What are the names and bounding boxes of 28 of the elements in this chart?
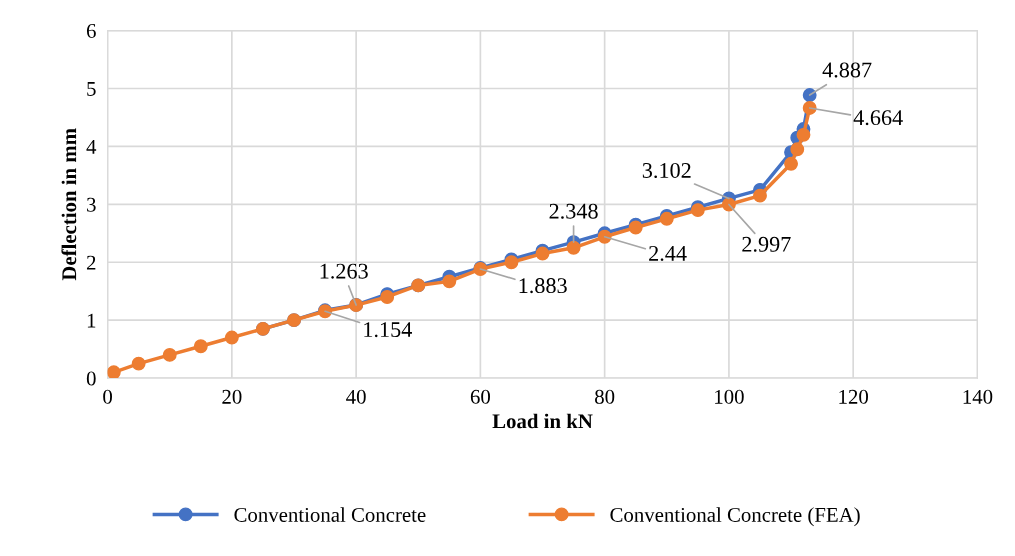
annotation: 4.887 [822,62,872,78]
x-tick-label: 120 [839,389,869,404]
annotation: 2.44 [649,245,687,261]
y-tick-label: 2 [86,255,96,270]
y-tick-label: 1 [87,313,96,328]
y-tick-label: 6 [86,24,96,39]
legend-label: Conventional Concrete (FEA) [610,507,860,527]
annotation: 2.348 [549,203,598,219]
legend-label: Conventional Concrete [234,507,426,522]
x-axis-title: Load in kN [492,413,593,429]
x-tick-label: 60 [470,389,491,404]
y-tick-label: 4 [86,139,97,154]
y-tick-label: 5 [87,82,96,96]
x-tick-label: 0 [103,389,112,404]
y-tick-label: 0 [86,371,96,386]
annotation: 2.997 [742,236,791,252]
annotation: 1.883 [519,278,567,294]
annotation: 3.102 [642,162,691,179]
x-tick-label: 20 [222,389,242,404]
x-tick-label: 100 [715,389,744,404]
x-tick-label: 40 [346,389,366,404]
y-axis-title: Deflection in mm [61,128,77,281]
y-tick-label: 3 [87,197,96,212]
annotation: 1.263 [320,263,368,279]
x-tick-label: 140 [963,389,993,404]
x-tick-label: 80 [595,389,615,404]
annotation: 4.664 [853,110,903,126]
annotation: 1.154 [364,322,412,338]
